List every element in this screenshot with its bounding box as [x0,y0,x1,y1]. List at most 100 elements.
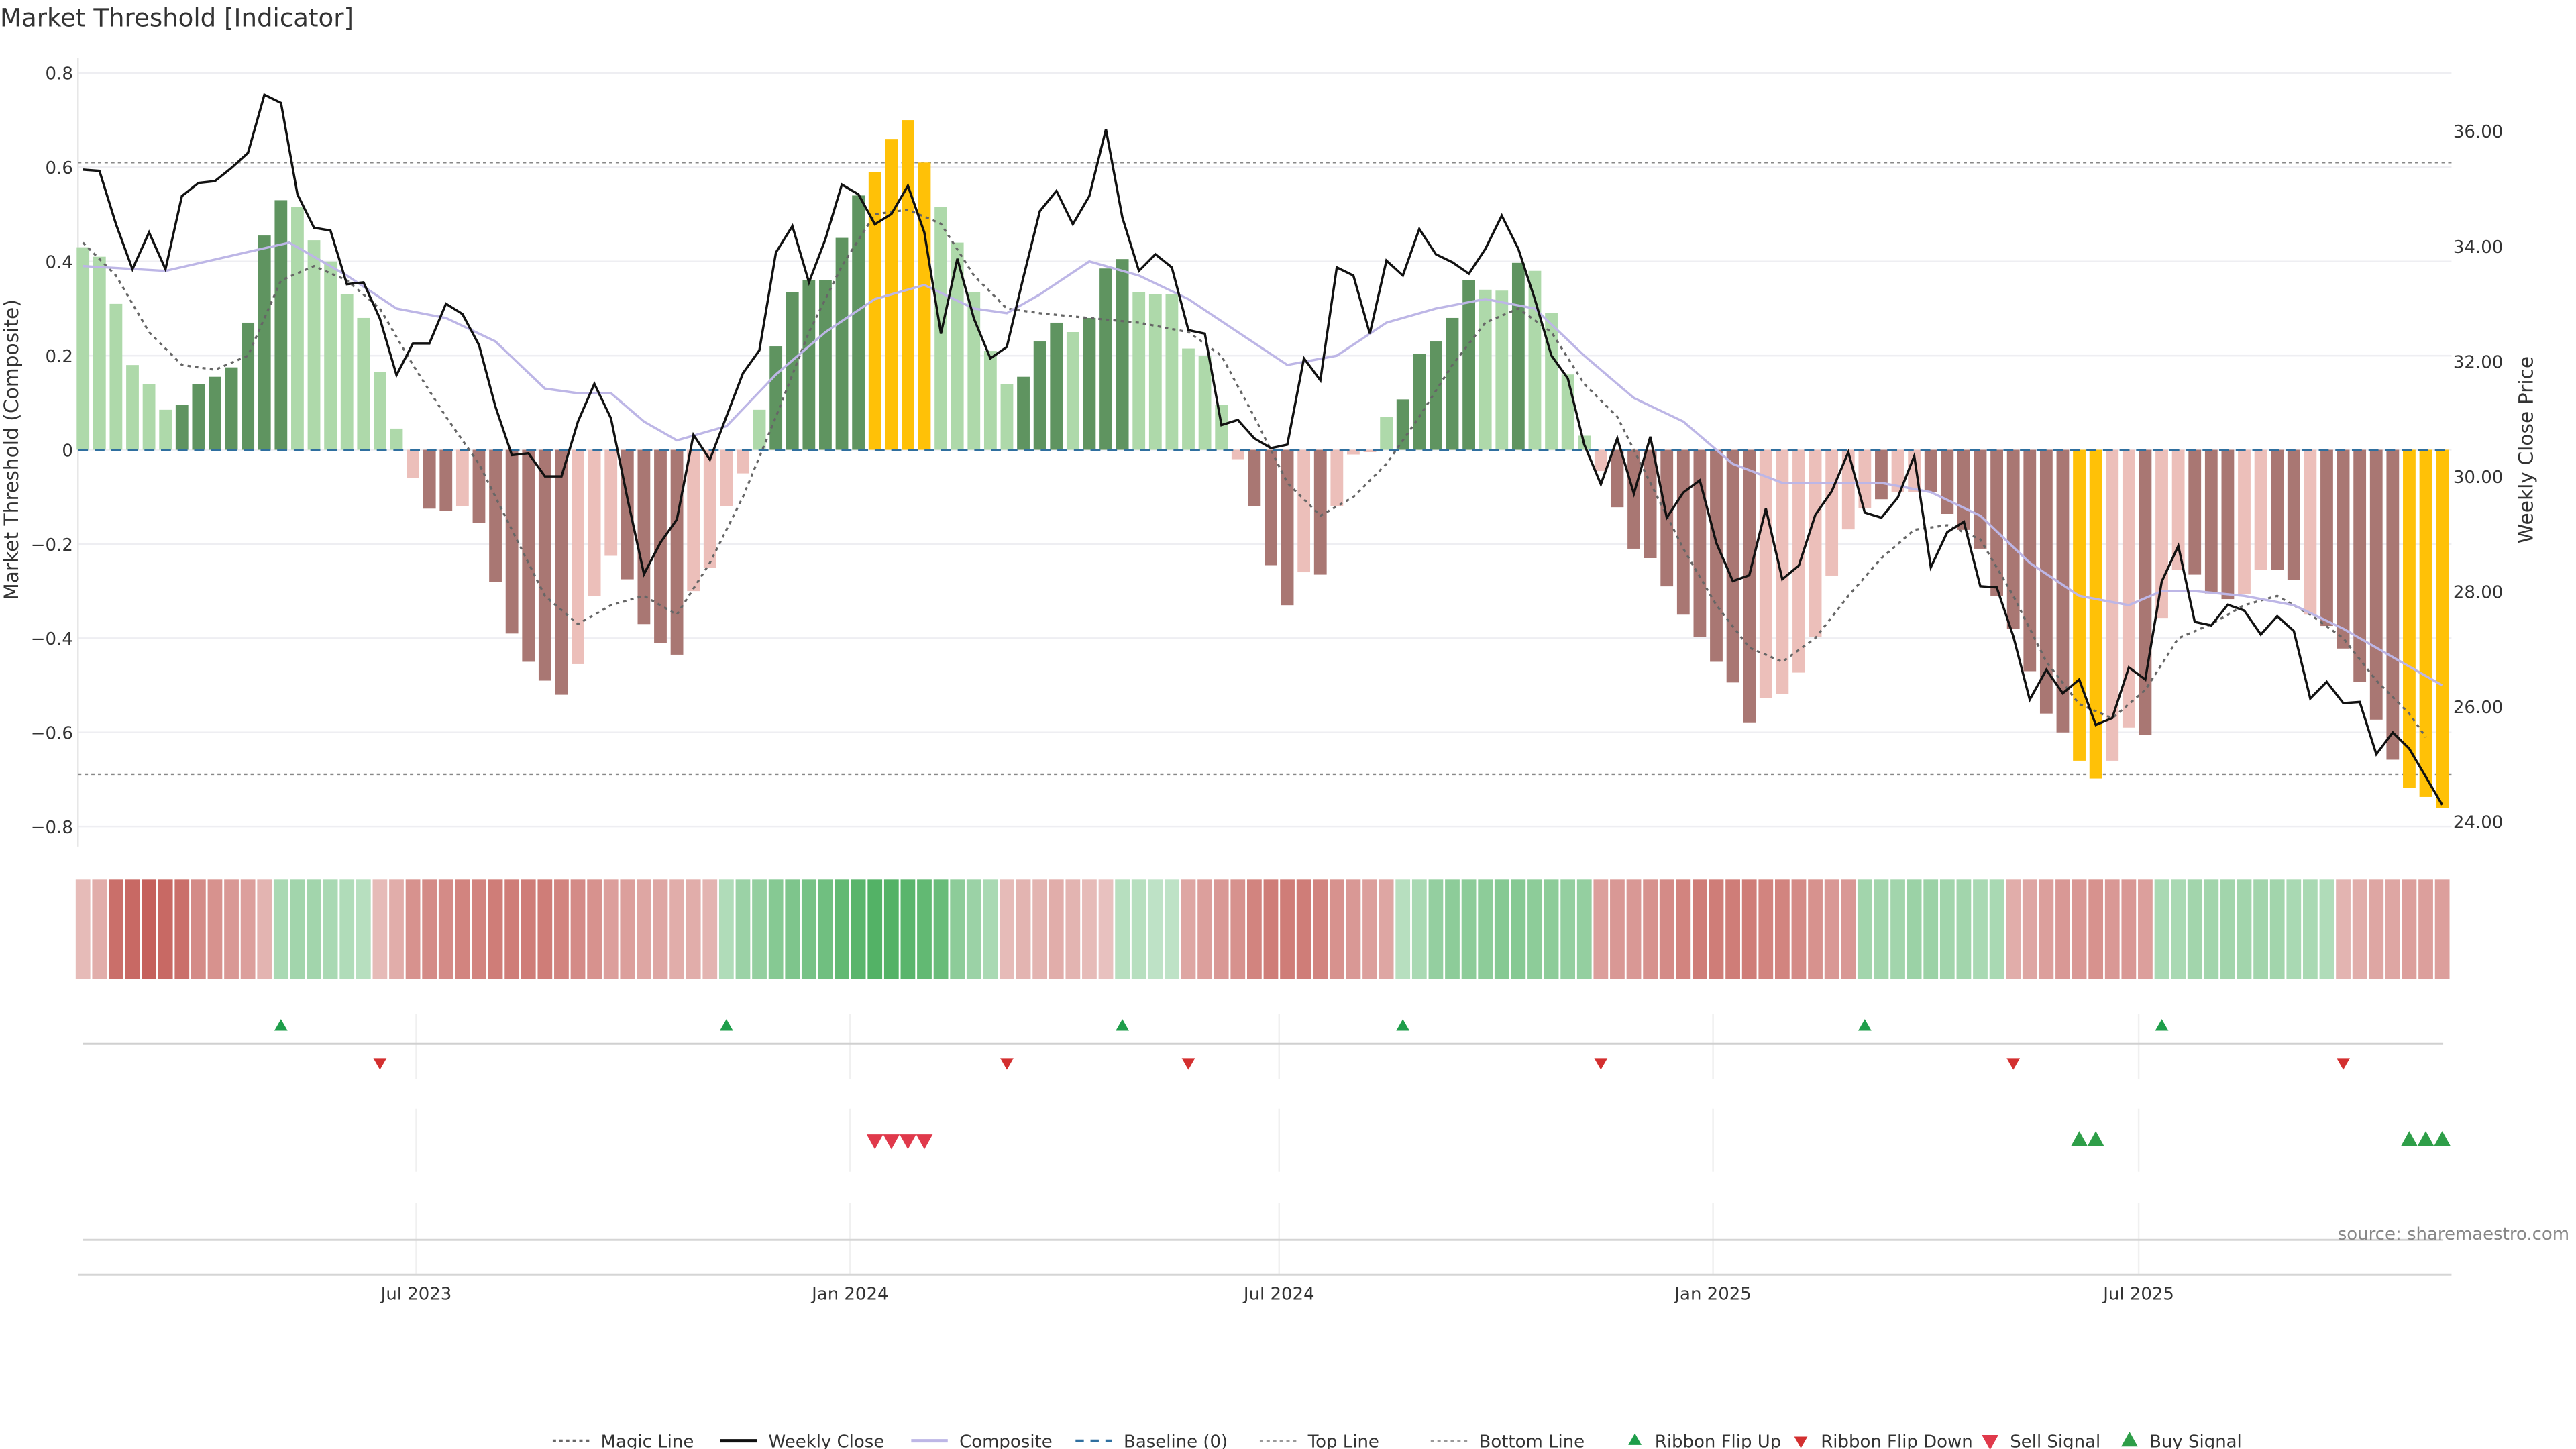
composite-bar [423,449,436,509]
ribbon-cell [1725,879,1740,979]
y2-tick-label: 32.00 [2453,352,2503,372]
ribbon-cell [2269,879,2285,979]
composite-bar [2320,449,2333,627]
ribbon-cell [389,879,404,979]
ribbon-cell [933,879,949,979]
ribbon-cell [2171,879,2186,979]
composite-bar [1891,449,1904,492]
composite-bar [2188,449,2202,575]
y-tick-label: 0.6 [46,158,73,178]
ribbon-cell [587,879,602,979]
composite-bar [753,409,766,450]
composite-bar [472,449,486,523]
composite-bar [357,317,370,450]
legend-item: Buy Signal [2121,1432,2242,1449]
ribbon-cell [851,879,866,979]
composite-bar [1182,348,1195,450]
y2-tick-label: 24.00 [2453,813,2503,833]
ribbon-cell [1065,879,1081,979]
composite-bar [390,428,403,450]
ribbon-cell [1874,879,1889,979]
ribbon-cell [472,879,486,979]
ribbon-cell [637,879,651,979]
ribbon-cell [1494,879,1509,979]
ribbon-flip-up-marker [1116,1019,1130,1031]
ribbon-cell [422,879,437,979]
ribbon-cell [1445,879,1460,979]
legend-label: Ribbon Flip Down [1821,1432,1973,1449]
composite-bar [505,449,519,634]
composite-bar [1825,449,1839,576]
ribbon-cell [1329,879,1344,979]
legend-item: Ribbon Flip Up [1628,1432,1781,1449]
ribbon-cell [1461,879,1477,979]
ribbon-flip-up-marker [1858,1019,1872,1031]
composite-bar [407,449,419,478]
ribbon-cell [2039,879,2054,979]
ribbon-cell [1676,879,1691,979]
composite-bar [76,247,90,450]
composite-bar [1000,384,1014,450]
sell-signal-marker [900,1134,916,1150]
series-lines [82,93,2444,806]
composite-bar [1594,449,1607,472]
ribbon-cell [2022,879,2037,979]
y-tick-label: 0.4 [46,253,73,273]
ribbon-cell [1395,879,1411,979]
ribbon-cell [1032,879,1048,979]
legend-item: Magic Line [552,1432,694,1449]
ribbon-cell [966,879,981,979]
composite-bar [1644,449,1657,558]
ribbon-cell [801,879,816,979]
ribbon-cell [158,879,173,979]
ribbon-cell [1296,879,1311,979]
composite-bar [2006,449,2020,629]
composite-bar [455,449,469,506]
ribbon-cell [504,879,520,979]
ribbon-cell [1890,879,1905,979]
ribbon-cell [2352,879,2367,979]
legend-item: Ribbon Flip Down [1794,1432,1973,1449]
composite-bar [522,449,535,662]
ribbon-cell [1511,879,1526,979]
ribbon-cell [752,879,767,979]
ribbon-cell [1939,879,1955,979]
legend-item: Sell Signal [1982,1432,2100,1449]
ribbon-cell [669,879,684,979]
composite-bar [2304,449,2317,615]
triangle-up-icon [2121,1432,2138,1447]
composite-bar [241,322,255,450]
y2-tick-label: 28.00 [2453,583,2503,603]
ribbon-cell [570,879,586,979]
composite-bar [2056,449,2070,733]
ribbon-cell [2286,879,2302,979]
composite-bar [2337,449,2350,649]
ribbon-cell [653,879,668,979]
composite-bar [1974,449,1987,549]
composite-bar [1313,449,1327,575]
composite-bar [93,256,106,450]
composite-bar [1050,322,1063,450]
ribbon-cell [950,879,965,979]
composite-bar [1545,313,1558,450]
ribbon-cell [142,879,156,979]
composite-bar [126,365,139,450]
ribbon-cell [2385,879,2400,979]
composite-bar [159,409,172,450]
x-tick-label: Jul 2023 [380,1284,452,1304]
composite-bar [1281,449,1294,606]
source-note: source: sharemaestro.com [2338,1224,2569,1244]
legend-label: Top Line [1307,1432,1379,1449]
composite-bar [2204,449,2218,594]
ribbon-flip-down-marker [1181,1058,1195,1070]
composite-bar [1495,290,1509,450]
composite-bar [918,162,931,450]
ribbon-cell [224,879,239,979]
buy-signal-marker [2071,1131,2088,1146]
ribbon-cell [1428,879,1444,979]
ribbon-cell [1115,879,1130,979]
ribbon-cell [290,879,305,979]
composite-bar [1330,449,1344,506]
ribbon-cell [1181,879,1196,979]
